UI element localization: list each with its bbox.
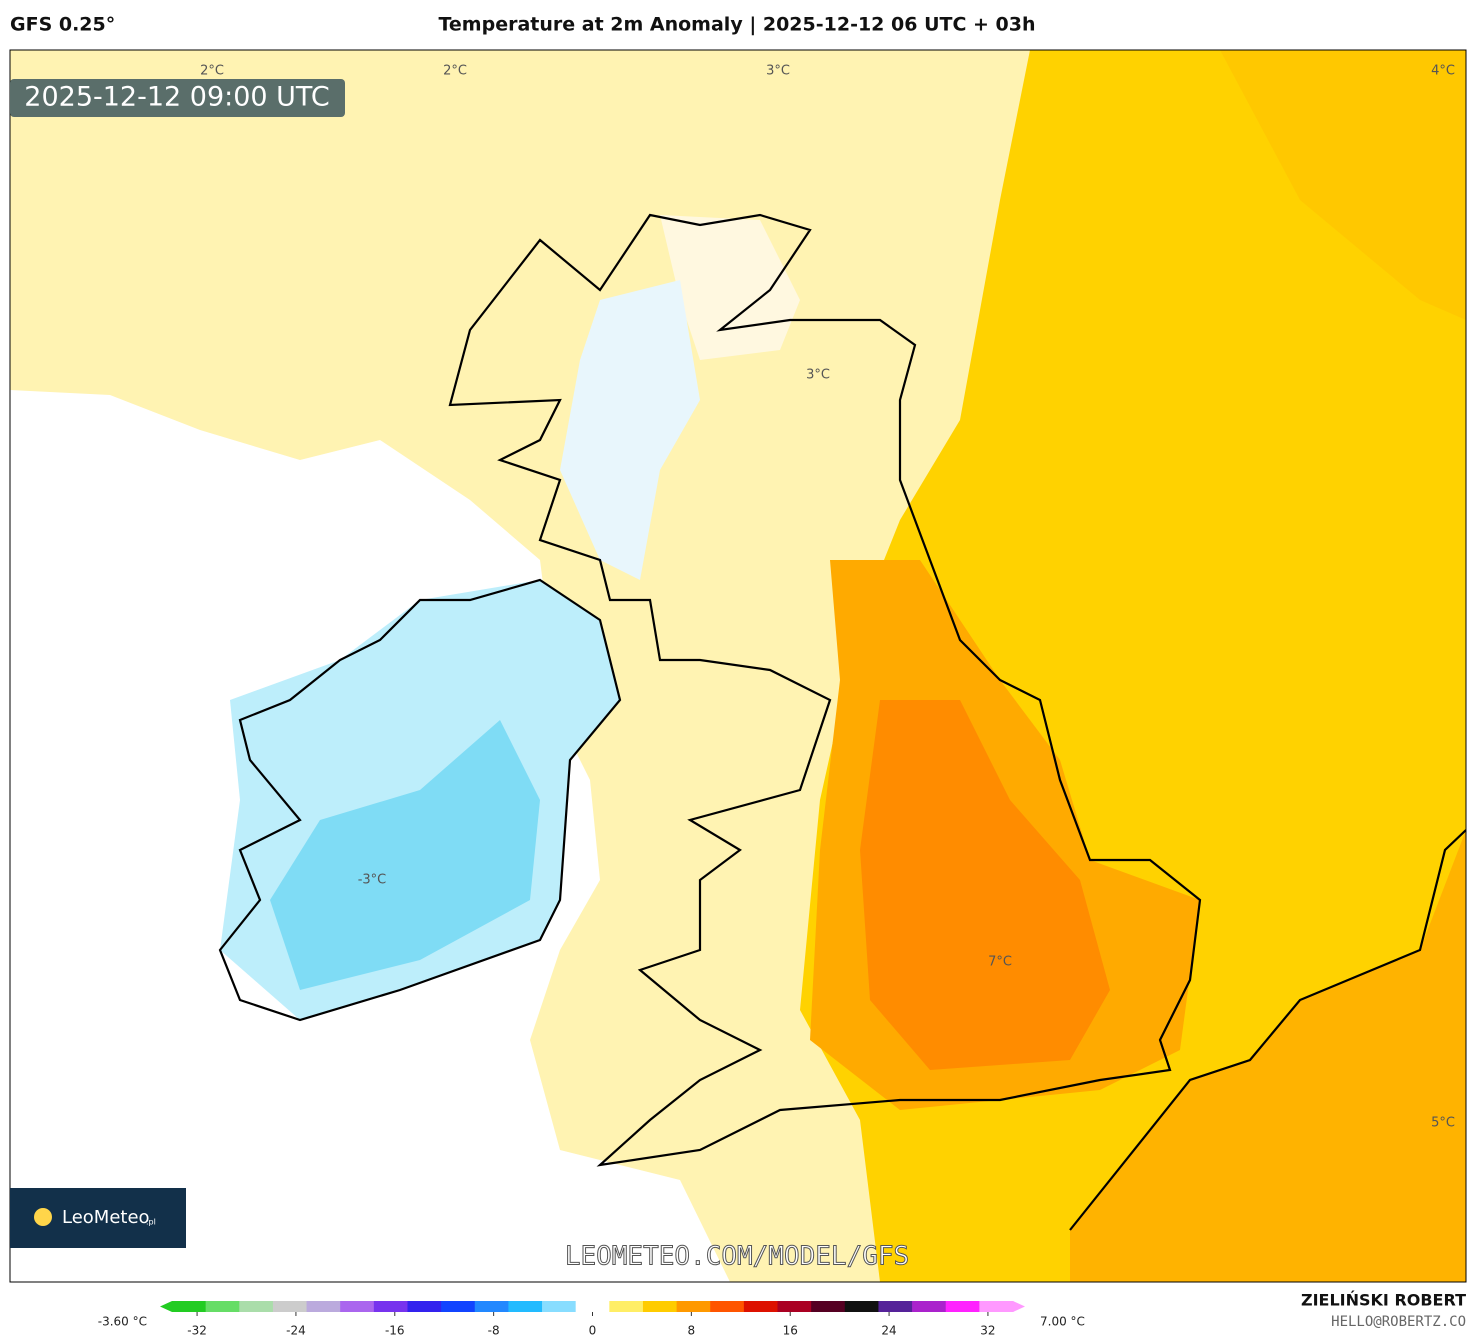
colorbar-segment [676, 1301, 711, 1312]
colorbar-segment [306, 1301, 341, 1312]
logo-sun [34, 1208, 52, 1226]
contour-label: 2°C [443, 64, 467, 79]
colorbar-segment [239, 1301, 274, 1312]
colorbar-segment [710, 1301, 745, 1312]
colorbar: -3.60 °C 7.00 °C -32 -24 -16 -8 0 8 16 24 32 [98, 1301, 1085, 1338]
colorbar-tick-label: 24 [881, 1324, 896, 1338]
colorbar-arrow [160, 1301, 172, 1312]
author: ZIELIŃSKI ROBERT [1301, 1291, 1466, 1310]
colder-area [270, 720, 540, 990]
logo-text: LeoMeteo [62, 1207, 150, 1228]
colorbar-segment [844, 1301, 879, 1312]
colorbar-segment [878, 1301, 913, 1312]
colorbar-segment [912, 1301, 947, 1312]
cold-area [560, 280, 700, 580]
colorbar-segment [575, 1301, 610, 1312]
colorbar-tick-label: -32 [187, 1324, 207, 1338]
timestamp: 2025-12-12 09:00 UTC [24, 82, 329, 113]
colorbar-tick-label: -8 [488, 1324, 500, 1338]
colorbar-tick-label: 32 [980, 1324, 995, 1338]
timestamp-box [10, 79, 345, 117]
colorbar-tick-label: 8 [688, 1324, 696, 1338]
warm-area [1220, 50, 1466, 320]
colorbar-segment [642, 1301, 678, 1312]
colorbar-segment [609, 1301, 644, 1312]
colorbar-segment [373, 1301, 408, 1312]
contour-label: 7°C [988, 955, 1012, 970]
colorbar-segment [945, 1301, 980, 1312]
colorbar-tick-label: 0 [589, 1324, 597, 1338]
colorbar-segment [172, 1301, 207, 1312]
coastline [218, 213, 1466, 1231]
colorbar-segment [340, 1301, 375, 1312]
colorbar-segment [542, 1301, 577, 1312]
colorbar-tick-label: 16 [783, 1324, 798, 1338]
colorbar-arrow [1013, 1301, 1025, 1312]
colorbar-segment [979, 1301, 1014, 1312]
hottest-area [860, 700, 1110, 1070]
colorbar-segment [743, 1301, 779, 1312]
colorbar-min: -3.60 °C [98, 1315, 147, 1329]
colorbar-segment [811, 1301, 846, 1312]
colorbar-segment [205, 1301, 240, 1312]
map-frame [9, 49, 1467, 1283]
contour-label: 5°C [1431, 1116, 1455, 1131]
contour-label: 3°C [806, 368, 830, 383]
hot-area [1070, 830, 1466, 1282]
contour-label: 4°C [1431, 64, 1455, 79]
colorbar-tick-label: -16 [385, 1324, 405, 1338]
colorbar-segment [508, 1301, 543, 1312]
contour-label: 3°C [766, 64, 790, 79]
colorbar-segment [777, 1301, 812, 1312]
watermark: LEOMETEO.COM/MODEL/GFS [565, 1242, 909, 1272]
map-title: Temperature at 2m Anomaly | 2025-12-12 0… [438, 14, 1035, 36]
contour-label: -3°C [358, 873, 387, 888]
colorbar-segment [441, 1301, 476, 1312]
model-name: GFS 0.25° [10, 14, 115, 36]
map: 2°C 2°C 3°C 4°C 3°C -3°C 7°C 5°C LEOMETE… [10, 50, 1466, 1282]
colorbar-segment [407, 1301, 442, 1312]
colorbar-max: 7.00 °C [1040, 1315, 1085, 1329]
contact: HELLO@ROBERTZ.CO [1331, 1314, 1466, 1330]
colorbar-tick-label: -24 [286, 1324, 306, 1338]
logo-suffix: .pl [146, 1218, 156, 1227]
contour-label: 2°C [200, 64, 224, 79]
colorbar-segment [474, 1301, 509, 1312]
colorbar-segment [272, 1301, 308, 1312]
